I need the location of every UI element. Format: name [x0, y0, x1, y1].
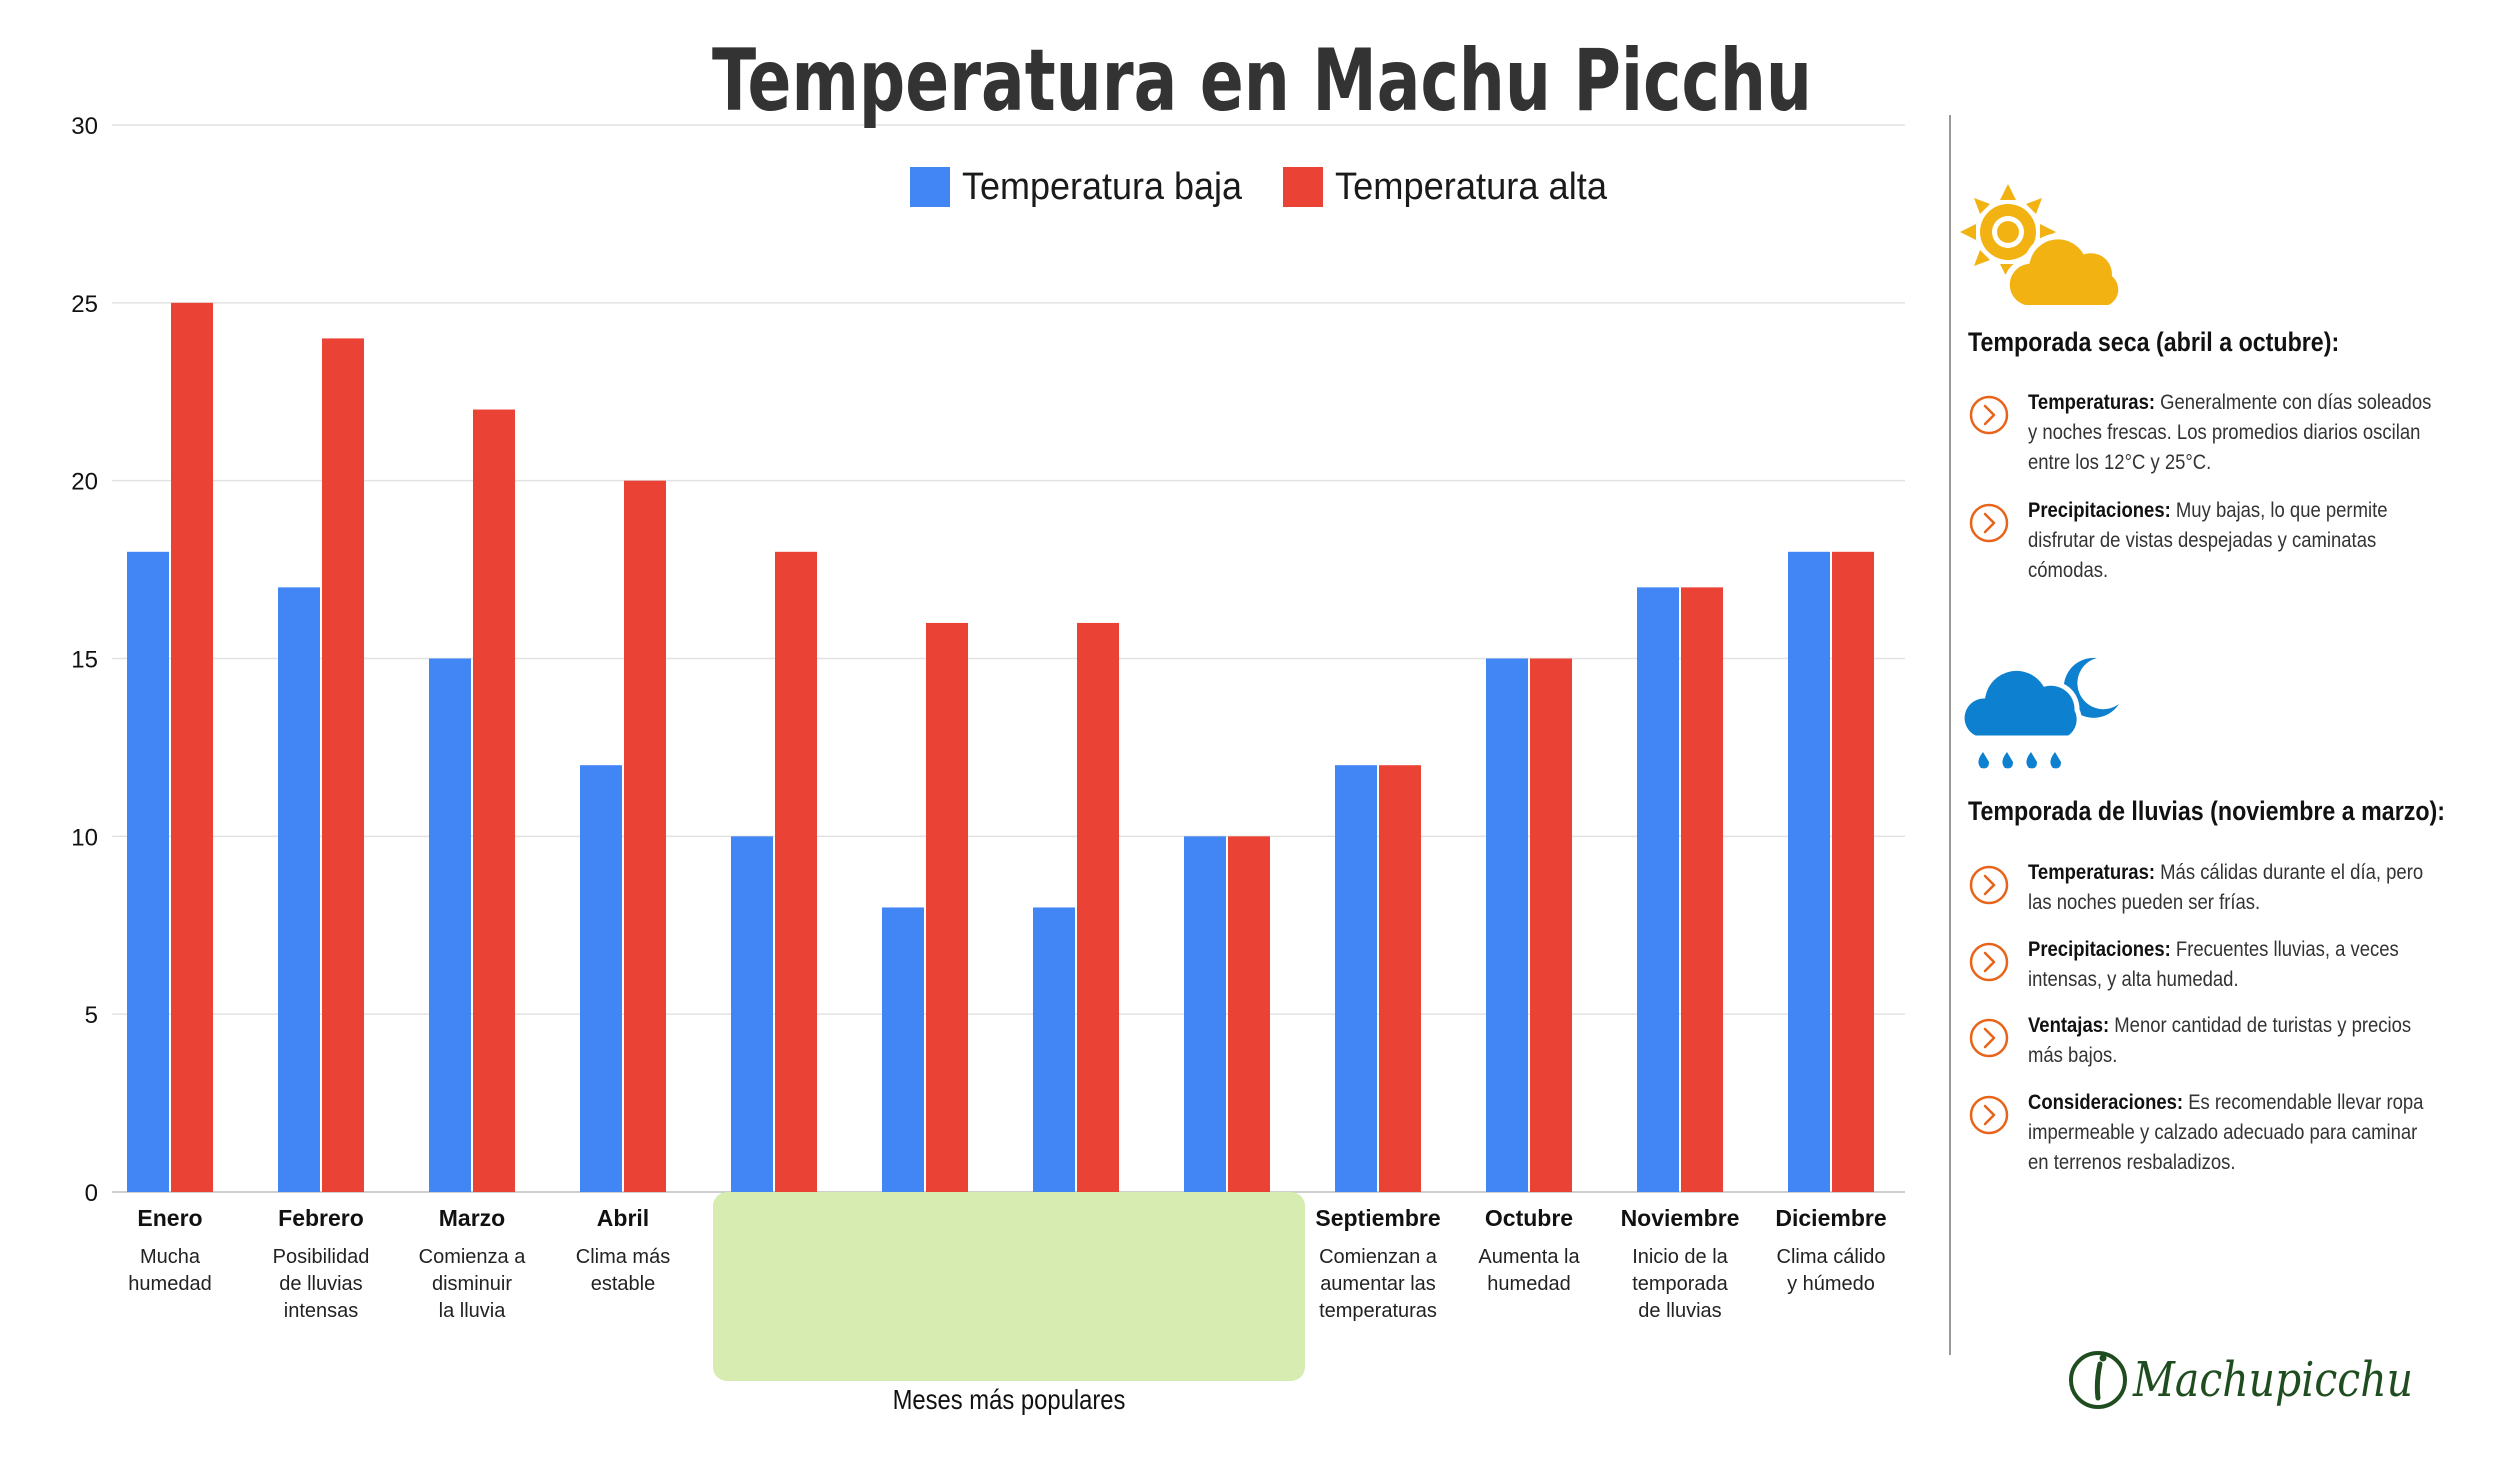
- chevron-circle-icon: [1969, 395, 2009, 435]
- season-item-label: Precipitaciones:: [2028, 499, 2171, 522]
- chevron-circle-icon: [1969, 865, 2009, 905]
- season-item-text: Temperaturas: Generalmente con días sole…: [2028, 388, 2433, 478]
- x-tick-label: Febrero: [278, 1205, 364, 1231]
- season-item: Precipitaciones: Frecuentes lluvias, a v…: [1968, 935, 2488, 995]
- legend-swatch-high: [1283, 167, 1323, 207]
- month-description: Clima más estable: [576, 1246, 670, 1295]
- season-item-label: Ventajas:: [2028, 1014, 2110, 1037]
- month-description: Posibilidad de lluvias intensas: [273, 1246, 370, 1322]
- chart-title: Temperatura en Machu Picchu: [712, 31, 1812, 131]
- bar-high-abril: [624, 480, 666, 1193]
- x-tick-label: Noviembre: [1621, 1205, 1740, 1231]
- machupicchu-logo: Machupicchu: [2069, 1351, 2413, 1409]
- legend-swatch-low: [910, 167, 950, 207]
- month-description: Clima cálido y húmedo: [1777, 1246, 1886, 1295]
- bar-high-marzo: [473, 409, 515, 1192]
- legend-label-low: Temperatura baja: [962, 166, 1243, 208]
- y-tick-label: 30: [71, 113, 98, 140]
- x-tick-label: Septiembre: [1315, 1205, 1440, 1231]
- y-axis-ticks: 0 5 10 15 20 25 30: [71, 113, 98, 1207]
- month-description: Aumenta la humedad: [1478, 1246, 1580, 1295]
- season-item: Consideraciones: Es recomendable llevar …: [1968, 1088, 2488, 1178]
- season-item: Temperaturas: Más cálidas durante el día…: [1968, 858, 2488, 918]
- legend-label-high: Temperatura alta: [1335, 166, 1608, 208]
- season-item-body: Menor cantidad de turistas y precios más…: [2028, 1014, 2412, 1067]
- bar-high-mayo: [775, 551, 817, 1192]
- y-tick-label: 20: [71, 469, 98, 496]
- x-tick-label: Enero: [137, 1205, 202, 1231]
- season-item-text: Precipitaciones: Frecuentes lluvias, a v…: [2028, 935, 2433, 995]
- month-description: Comienza a disminuir la lluvia: [419, 1246, 527, 1322]
- legend: Temperatura baja Temperatura alta: [910, 166, 1608, 208]
- bar-low-julio: [1033, 907, 1075, 1192]
- bar-high-febrero: [322, 338, 364, 1192]
- bars: [127, 302, 1874, 1193]
- grid-lines: [112, 124, 1905, 1193]
- bar-low-enero: [127, 551, 169, 1192]
- season-item-body: Más cálidas durante el día, pero las noc…: [2028, 861, 2424, 914]
- sun-cloud-icon: [1960, 184, 2125, 311]
- chevron-circle-icon: [1969, 942, 2009, 982]
- bar-high-septiembre: [1379, 765, 1421, 1192]
- wet-season-heading-wrap: Temporada de lluvias (noviembre a marzo)…: [1968, 796, 2488, 827]
- month-description: Inicio de la temporada de lluvias: [1632, 1246, 1728, 1322]
- bar-high-enero: [171, 302, 213, 1192]
- bar-low-septiembre: [1335, 765, 1377, 1192]
- bar-low-noviembre: [1637, 587, 1679, 1192]
- bar-high-noviembre: [1681, 587, 1723, 1192]
- x-tick-label: Marzo: [439, 1205, 505, 1231]
- season-item: Temperaturas: Generalmente con días sole…: [1968, 388, 2488, 478]
- season-item-body: Muy bajas, lo que permite disfrutar de v…: [2028, 499, 2388, 582]
- logo-text: Machupicchu: [2132, 1352, 2413, 1408]
- dry-season-heading-wrap: Temporada seca (abril a octubre):: [1968, 327, 2488, 358]
- season-item-body: Frecuentes lluvias, a veces intensas, y …: [2028, 938, 2399, 991]
- season-item: Precipitaciones: Muy bajas, lo que permi…: [1968, 496, 2488, 586]
- season-item-text: Ventajas: Menor cantidad de turistas y p…: [2028, 1011, 2433, 1071]
- y-tick-label: 0: [85, 1180, 98, 1207]
- y-tick-label: 5: [85, 1002, 98, 1029]
- y-tick-label: 10: [71, 824, 98, 851]
- rain-cloud-moon-icon: [1959, 657, 2119, 769]
- bar-high-octubre: [1530, 658, 1572, 1192]
- y-tick-label: 15: [71, 647, 98, 674]
- season-item-label: Temperaturas:: [2028, 391, 2156, 414]
- season-item-label: Precipitaciones:: [2028, 938, 2171, 961]
- bar-low-octubre: [1486, 658, 1528, 1192]
- x-tick-label: Octubre: [1485, 1205, 1573, 1231]
- bar-low-agosto: [1184, 836, 1226, 1192]
- season-item-label: Temperaturas:: [2028, 861, 2156, 884]
- x-tick-label: Diciembre: [1775, 1205, 1886, 1231]
- chevron-circle-icon: [1969, 503, 2009, 543]
- season-item-text: Temperaturas: Más cálidas durante el día…: [2028, 858, 2433, 918]
- popular-months-label: Meses más populares: [892, 1384, 1126, 1415]
- season-item-text: Precipitaciones: Muy bajas, lo que permi…: [2028, 496, 2433, 586]
- season-item-text: Consideraciones: Es recomendable llevar …: [2028, 1088, 2433, 1178]
- bar-low-febrero: [278, 587, 320, 1192]
- bar-high-agosto: [1228, 836, 1270, 1192]
- x-tick-label: Abril: [597, 1205, 649, 1231]
- popular-months-highlight: [713, 1192, 1305, 1381]
- divider: [1949, 115, 1951, 1355]
- bar-high-junio: [926, 622, 968, 1192]
- bar-low-abril: [580, 765, 622, 1192]
- bar-high-julio: [1077, 622, 1119, 1192]
- season-item-body: Generalmente con días soleados y noches …: [2028, 391, 2432, 474]
- month-description: Mucha humedad: [128, 1246, 211, 1295]
- season-item: Ventajas: Menor cantidad de turistas y p…: [1968, 1011, 2488, 1071]
- bar-low-marzo: [429, 658, 471, 1192]
- month-description: Comienzan a aumentar las temperaturas: [1319, 1246, 1438, 1322]
- season-item-body: Es recomendable llevar ropa impermeable …: [2028, 1091, 2424, 1174]
- season-item-label: Consideraciones:: [2028, 1091, 2184, 1114]
- wet-season-heading: Temporada de lluvias (noviembre a marzo)…: [1968, 796, 2446, 826]
- bar-low-junio: [882, 907, 924, 1192]
- bar-high-diciembre: [1832, 551, 1874, 1192]
- chevron-circle-icon: [1969, 1095, 2009, 1135]
- bar-low-diciembre: [1788, 551, 1830, 1192]
- y-tick-label: 25: [71, 291, 98, 318]
- bar-low-mayo: [731, 836, 773, 1192]
- dry-season-heading: Temporada seca (abril a octubre):: [1968, 327, 2340, 357]
- chevron-circle-icon: [1969, 1018, 2009, 1058]
